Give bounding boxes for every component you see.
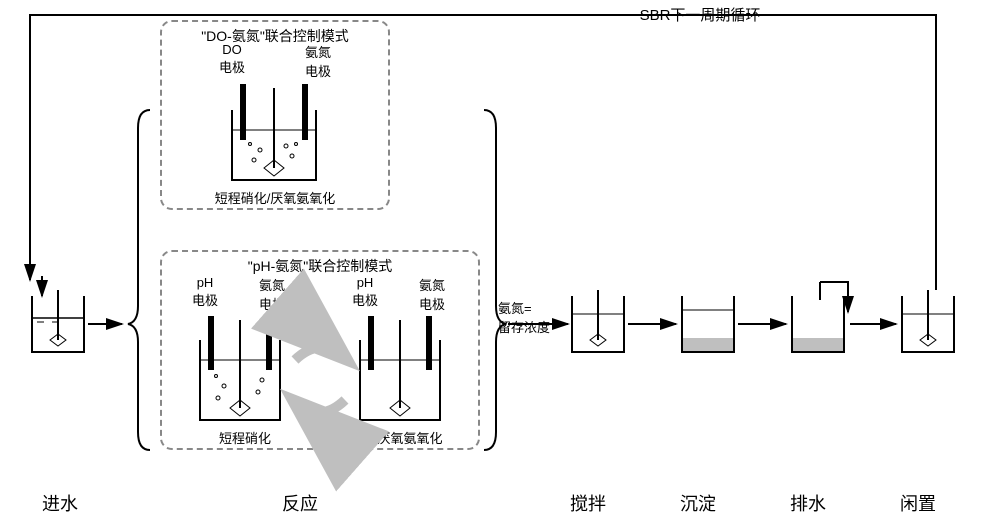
bottom-probe-left2: pH 电极 bbox=[350, 275, 380, 309]
top-probe-right: 氨氮 电极 bbox=[298, 42, 338, 80]
stage-idle: 闲置 bbox=[888, 490, 948, 516]
diagram-svg bbox=[0, 0, 1000, 531]
beaker-drain bbox=[792, 282, 848, 352]
stage-influent: 进水 bbox=[30, 490, 90, 516]
stage-mix: 搅拌 bbox=[558, 490, 618, 516]
beaker-settle bbox=[682, 296, 734, 352]
panel-ph-nh-title: "pH-氨氮"联合控制模式 bbox=[162, 256, 478, 276]
bottom-probe-left1: pH 电极 bbox=[190, 275, 220, 309]
transition-label: 氨氮= 留存浓度 bbox=[498, 298, 568, 336]
bottom-caption-right: 厌氧氨氧化 bbox=[355, 428, 465, 447]
beaker-mix bbox=[572, 290, 624, 352]
top-caption: 短程硝化/厌氧氨氧化 bbox=[200, 188, 350, 207]
beaker-idle bbox=[902, 290, 954, 352]
stage-drain: 排水 bbox=[778, 490, 838, 516]
bottom-probe-right1: 氨氮 电极 bbox=[252, 275, 292, 313]
bottom-caption-left: 短程硝化 bbox=[195, 428, 295, 447]
loop-label: SBR下一周期循环 bbox=[600, 4, 800, 25]
bottom-probe-right2: 氨氮 电极 bbox=[412, 275, 452, 313]
panel-do-nh-title: "DO-氨氮"联合控制模式 bbox=[162, 26, 388, 46]
stage-reaction: 反应 bbox=[270, 490, 330, 516]
top-probe-left: DO 电极 bbox=[215, 42, 249, 76]
beaker-influent bbox=[32, 276, 84, 352]
panel-do-nh: "DO-氨氮"联合控制模式 bbox=[160, 20, 390, 210]
stage-settle: 沉淀 bbox=[668, 490, 728, 516]
